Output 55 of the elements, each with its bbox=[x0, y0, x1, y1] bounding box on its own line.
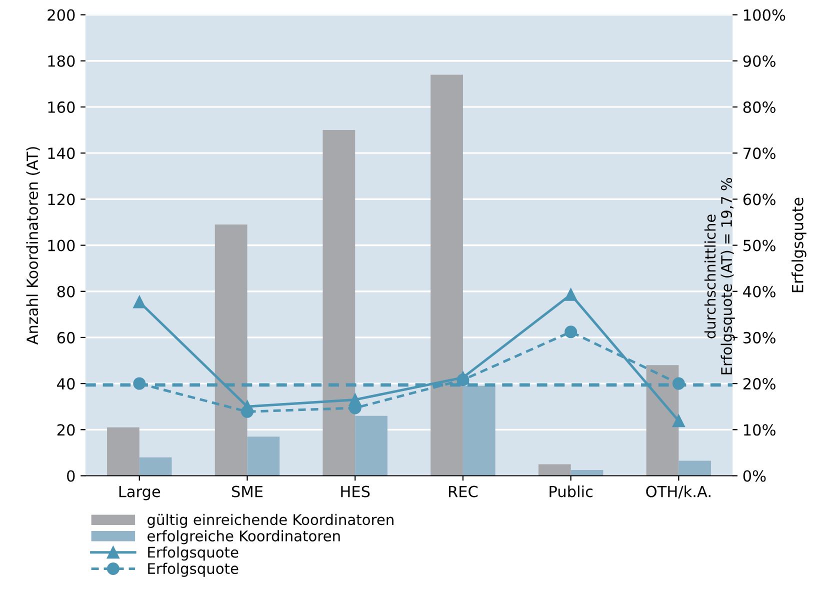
point bbox=[564, 288, 578, 301]
bar bbox=[247, 436, 280, 476]
x-tick-label: SME bbox=[232, 486, 263, 498]
point bbox=[133, 296, 146, 308]
point bbox=[672, 377, 685, 390]
bar bbox=[462, 386, 496, 476]
y2-tick-label: 10% bbox=[744, 424, 776, 436]
y-tick-label: 180 bbox=[48, 55, 75, 67]
x-tick-label: Public bbox=[550, 485, 592, 498]
legend-label: erfolgreiche Koordinatoren bbox=[148, 530, 340, 544]
y-tick-label: 40 bbox=[57, 378, 75, 390]
point bbox=[133, 377, 146, 390]
y-tick-label: 80 bbox=[57, 286, 75, 298]
y2-tick-label: 40% bbox=[743, 286, 776, 298]
ref-line-label: durchschnittliche Erfolgsquote (AT) = 19,7 % bbox=[704, 178, 735, 374]
y-axis-title: Anzahl Koordinatoren (AT) bbox=[26, 147, 40, 345]
y2-tick-label: 70% bbox=[744, 148, 776, 160]
bar bbox=[107, 427, 140, 476]
x-tick-label: OTH/k.A. bbox=[646, 485, 710, 499]
y2-tick-label: 20% bbox=[743, 378, 776, 390]
bar bbox=[355, 416, 388, 476]
bar bbox=[139, 457, 172, 476]
y2-tick-label: 90% bbox=[743, 55, 776, 67]
point bbox=[348, 393, 362, 406]
y-tick-label: 60 bbox=[57, 332, 75, 344]
point bbox=[564, 326, 578, 338]
y-tick-label: 20 bbox=[57, 424, 75, 436]
y2-tick-label: 60% bbox=[743, 194, 776, 206]
y2-axis-title: Erfolgsquote bbox=[792, 198, 806, 292]
y2-tick-label: 0% bbox=[743, 470, 766, 482]
y2-tick-label: 30% bbox=[743, 332, 776, 344]
x-tick-label: HES bbox=[341, 486, 370, 498]
bar bbox=[322, 130, 356, 476]
bar bbox=[214, 224, 248, 476]
bar bbox=[538, 464, 571, 476]
y-tick-label: 160 bbox=[48, 101, 75, 113]
y-tick-label: 120 bbox=[48, 194, 75, 206]
bar bbox=[646, 365, 679, 476]
x-tick-label: REC bbox=[448, 486, 478, 498]
point bbox=[456, 371, 470, 384]
y-tick-label: 100 bbox=[48, 240, 75, 252]
x-tick-label: Large bbox=[119, 486, 160, 500]
y2-tick-label: 100% bbox=[744, 9, 786, 21]
bar bbox=[678, 460, 712, 476]
y2-tick-label: 50% bbox=[744, 240, 776, 252]
legend-label: Erfolgsquote bbox=[148, 546, 238, 561]
y-tick-label: 200 bbox=[48, 9, 75, 21]
bar bbox=[430, 74, 463, 476]
point bbox=[672, 414, 685, 428]
legend-label: gültig einreichende Koordinatoren bbox=[148, 514, 394, 528]
legend-label: Erfolgsquote bbox=[148, 562, 238, 577]
y-tick-label: 0 bbox=[67, 470, 75, 482]
y-tick-label: 140 bbox=[48, 148, 75, 160]
point bbox=[241, 400, 254, 413]
y2-tick-label: 80% bbox=[743, 101, 776, 113]
